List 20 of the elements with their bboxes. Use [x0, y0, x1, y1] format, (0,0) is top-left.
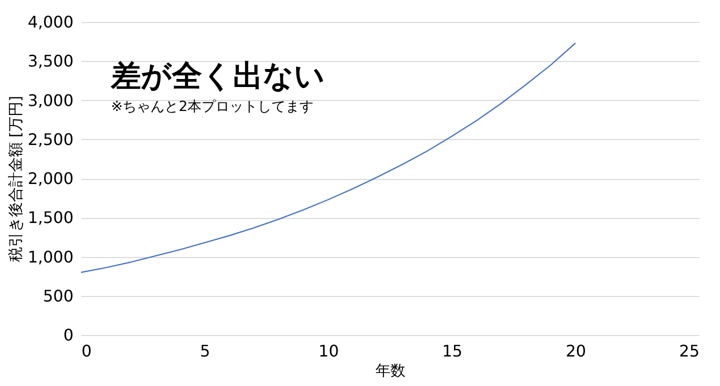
x-tick-label: 25: [679, 342, 700, 360]
line-series: [80, 42, 576, 273]
x-tick-label: 10: [318, 342, 339, 360]
text: ※ちゃんと2本プロットしてます: [111, 99, 314, 115]
x-tick-label: 5: [200, 342, 210, 360]
x-tick-label: 0: [82, 342, 92, 360]
y-tick-label: 2,000: [28, 169, 74, 188]
y-tick-label: 4,000: [28, 12, 74, 32]
y-tick-label: 0: [63, 326, 74, 344]
x-axis-title: 年数: [376, 362, 406, 380]
y-tick-label: 2,500: [28, 130, 74, 149]
x-tick-label: 20: [566, 342, 586, 360]
y-tick-label: 3,000: [28, 90, 74, 110]
y-tick-label: 1,500: [28, 208, 74, 228]
y-axis-title: 税引き後合計金額 [万円]: [6, 96, 25, 262]
y-tick-label: 1,000: [28, 247, 74, 266]
y-tick-label: 500: [42, 286, 74, 306]
text: 差が全く出ない: [110, 59, 325, 94]
y-tick-label: 3,500: [28, 52, 74, 71]
x-tick-label: 15: [442, 342, 462, 360]
